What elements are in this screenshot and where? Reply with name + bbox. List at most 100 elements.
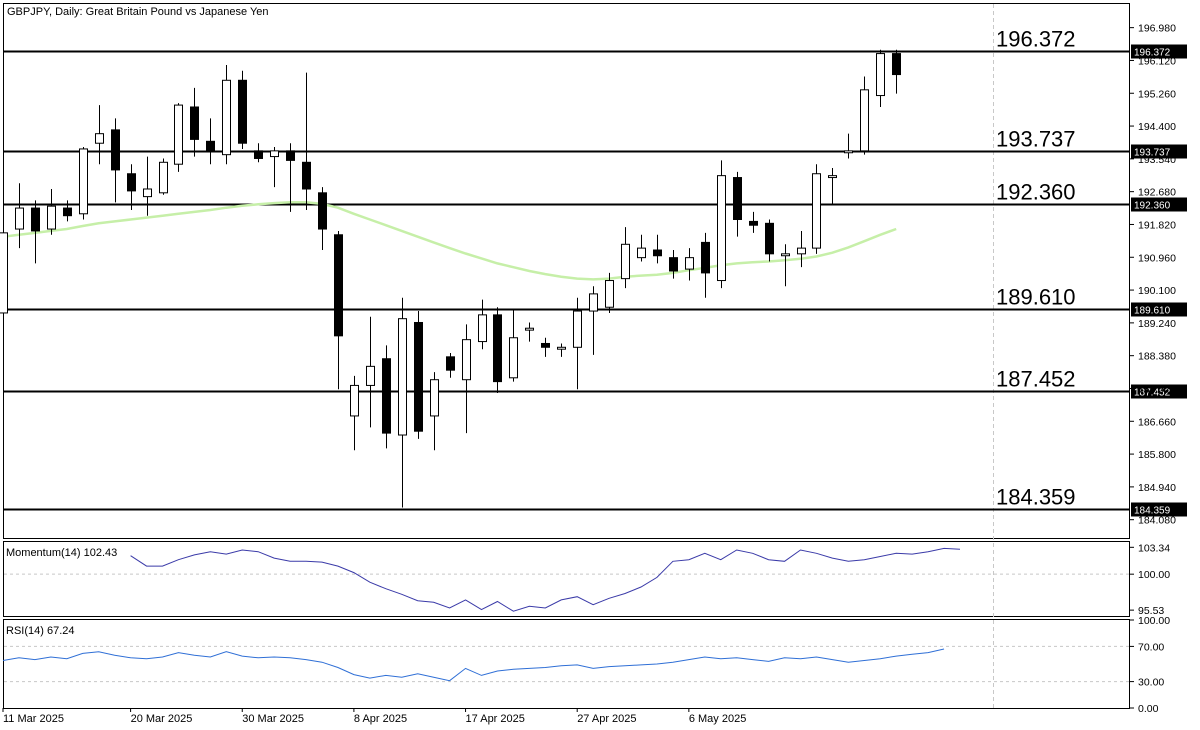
- price-tick-label: 185.800: [1138, 449, 1176, 461]
- candle: [254, 143, 263, 163]
- rsi-line: [2, 648, 945, 682]
- candle: [206, 118, 215, 165]
- rsi-tick-label: 70.00: [1138, 641, 1164, 653]
- date-tick-label: 6 May 2025: [689, 713, 746, 725]
- price-tick-label: 184.940: [1138, 482, 1176, 494]
- candle: [79, 147, 88, 220]
- candle: [302, 72, 311, 210]
- candle: [557, 343, 566, 357]
- price-tick-label: 196.120: [1138, 55, 1176, 67]
- price-tick-label: 184.080: [1138, 515, 1176, 527]
- candle: [238, 70, 247, 149]
- momentum-panel-frame: [3, 541, 1130, 617]
- price-tick-label: 186.660: [1138, 416, 1176, 428]
- candle: [382, 345, 391, 449]
- candle: [621, 227, 630, 289]
- price-tick-label: 192.680: [1138, 187, 1176, 199]
- candle: [876, 49, 885, 107]
- rsi-label: RSI(14) 67.24: [6, 625, 74, 637]
- momentum-label: Momentum(14) 102.43: [6, 547, 117, 559]
- level-price-tag: [1131, 384, 1187, 399]
- main-chart-frame: [3, 3, 1130, 539]
- level-price-tag-text: 184.359: [1134, 506, 1171, 517]
- candle: [541, 337, 550, 357]
- candle: [31, 200, 40, 264]
- level-label: 187.452: [996, 367, 1076, 392]
- candle: [222, 65, 231, 165]
- candle: [462, 324, 471, 434]
- candle: [765, 219, 774, 262]
- level-price-tag: [1131, 302, 1187, 317]
- level-price-tag: [1131, 502, 1187, 517]
- candle: [63, 200, 72, 222]
- date-tick-label: 20 Mar 2025: [131, 713, 193, 725]
- candle: [111, 118, 120, 203]
- candle: [159, 158, 168, 195]
- momentum-tick-label: 100.00: [1138, 569, 1170, 581]
- level-label: 189.610: [996, 285, 1076, 310]
- candle: [717, 160, 726, 289]
- level-price-tag: [1131, 44, 1187, 59]
- candle: [478, 299, 487, 350]
- candle: [127, 164, 136, 210]
- candle: [143, 156, 152, 216]
- level-price-tag-text: 187.452: [1134, 388, 1171, 399]
- candle: [844, 133, 853, 159]
- price-tick-label: 191.820: [1138, 219, 1176, 231]
- time-axis: 11 Mar 2025 20 Mar 2025 30 Mar 2025 8 Apr 2…: [2, 708, 746, 725]
- level-label: 184.359: [996, 485, 1076, 510]
- candle: [828, 168, 837, 205]
- rsi-tick-label: 100.00: [1138, 615, 1170, 627]
- candle: [414, 311, 423, 439]
- level-price-tag-text: 189.610: [1134, 306, 1171, 317]
- candle: [812, 164, 821, 254]
- candle: [95, 105, 104, 165]
- price-tick-label: 190.960: [1138, 252, 1176, 264]
- rsi-tick-label: 30.00: [1138, 677, 1164, 689]
- candle: [733, 171, 742, 237]
- price-axis: 196.980 196.120 195.260 194.400 193.540 192.6…: [1130, 23, 1176, 527]
- date-tick-label: 30 Mar 2025: [242, 713, 304, 725]
- rsi-panel-frame: [3, 619, 1130, 709]
- date-tick-label: 17 Apr 2025: [466, 713, 525, 725]
- level-label: 192.360: [996, 180, 1076, 205]
- candle: [589, 286, 598, 355]
- candle: [685, 248, 694, 281]
- candle: [350, 375, 359, 451]
- price-tick-label: 189.240: [1138, 318, 1176, 330]
- level-price-tag-text: 192.360: [1134, 201, 1171, 212]
- candle: [493, 307, 502, 394]
- candle: [430, 372, 439, 451]
- price-tick-label: 188.380: [1138, 351, 1176, 363]
- level-price-tag-text: 196.372: [1134, 48, 1171, 59]
- candle: [334, 230, 343, 390]
- candle: [701, 232, 710, 298]
- candle: [366, 316, 375, 428]
- candlestick-series: [0, 49, 901, 508]
- candle: [860, 76, 869, 155]
- momentum-line: [130, 547, 961, 612]
- momentum-layer: 103.34 100.00 95.53: [4, 542, 1170, 617]
- date-tick-label: 11 Mar 2025: [3, 713, 64, 725]
- candle: [573, 297, 582, 390]
- candle: [47, 188, 56, 235]
- level-price-tag: [1131, 197, 1187, 212]
- candle: [15, 183, 24, 249]
- rsi-tick-label: 0.00: [1138, 703, 1159, 715]
- candle: [525, 322, 534, 342]
- candle: [318, 187, 327, 251]
- support-resistance-levels: 196.372 196.372 193.737 193.737 192.360 192.3…: [4, 27, 1187, 517]
- moving-average-line: [2, 201, 897, 281]
- candle: [190, 87, 199, 157]
- candle: [892, 49, 901, 94]
- price-tick-label: 196.980: [1138, 23, 1176, 35]
- price-tick-label: 193.540: [1138, 154, 1176, 166]
- candle: [797, 230, 806, 268]
- candle: [174, 103, 183, 172]
- candle: [286, 143, 295, 212]
- candle: [270, 147, 279, 188]
- level-label: 193.737: [996, 127, 1076, 152]
- momentum-tick-label: 95.53: [1138, 605, 1164, 617]
- candle: [653, 234, 662, 264]
